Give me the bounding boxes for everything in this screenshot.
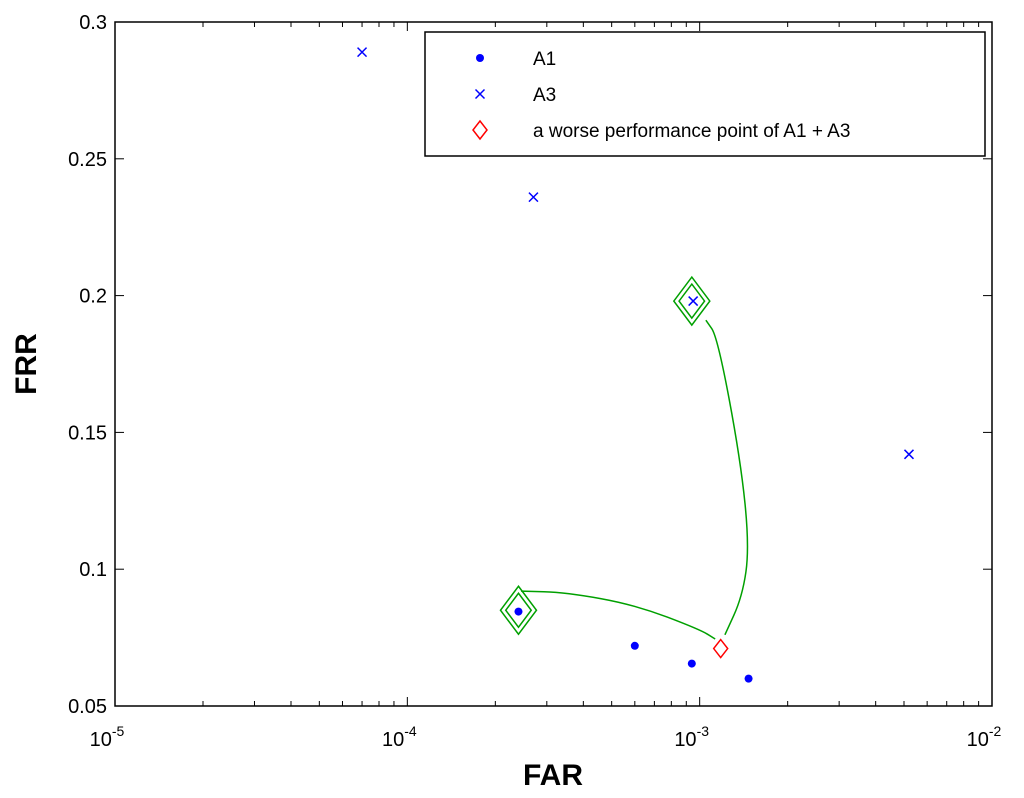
axis-ticks	[114, 21, 993, 707]
x-tick-exponent: -5	[112, 723, 125, 739]
x-tick-base: 10	[90, 729, 112, 751]
legend-box	[424, 31, 986, 157]
x-tick-labels: 10-5 10-4 10-3 10-2	[90, 723, 1002, 751]
legend-label-1: A1	[533, 49, 556, 70]
data-point-series-3	[712, 638, 729, 659]
data-point-series-2	[357, 47, 368, 58]
legend-label-2: A3	[533, 85, 556, 106]
y-tick-label: 0.05	[68, 696, 107, 718]
data-point-series-2	[688, 296, 699, 307]
y-tick-label: 0.25	[68, 149, 107, 171]
y-axis-title: FRR	[10, 333, 43, 395]
y-tick-label: 0.15	[68, 422, 107, 444]
legend-items: A1 A3 a worse performance point of A1 + A3	[472, 49, 850, 142]
highlight-diamond-outer	[672, 275, 711, 327]
y-tick-labels: 0.05 0.1 0.15 0.2 0.25 0.3	[68, 12, 107, 718]
y-tick-label: 0.2	[79, 286, 107, 308]
annotation-curve	[521, 590, 716, 640]
legend-marker-3	[472, 119, 488, 141]
y-tick-label: 0.1	[79, 559, 107, 581]
data-point-series-1	[744, 674, 753, 683]
data-point-series-2	[528, 192, 539, 203]
x-tick-base: 10	[967, 729, 989, 751]
x-tick-label: 10-2	[967, 723, 1002, 751]
x-tick-exponent: -3	[697, 723, 710, 739]
y-tick-label: 0.3	[79, 12, 107, 34]
x-tick-exponent: -4	[404, 723, 417, 739]
data-point-series-2	[903, 449, 915, 460]
legend-marker-2	[474, 88, 486, 100]
legend: A1 A3 a worse performance point of A1 + A3	[424, 31, 986, 157]
data-point-series-1	[514, 607, 523, 616]
x-tick-label: 10-5	[90, 723, 125, 751]
highlight-diamond-outer	[499, 584, 538, 636]
x-tick-base: 10	[382, 729, 404, 751]
annotations	[499, 275, 749, 640]
x-tick-base: 10	[674, 729, 696, 751]
annotation-curve	[705, 319, 749, 636]
highlight-diamond-inner	[678, 282, 706, 320]
x-tick-label: 10-3	[674, 723, 709, 751]
x-axis-title: FAR	[523, 759, 583, 792]
data-point-series-1	[687, 659, 696, 668]
x-tick-exponent: -2	[989, 723, 1002, 739]
legend-marker-1	[476, 54, 484, 62]
data-point-series-1	[630, 641, 639, 650]
data-points	[357, 47, 915, 683]
legend-label-3: a worse performance point of A1 + A3	[533, 121, 850, 142]
x-tick-label: 10-4	[382, 723, 417, 751]
highlight-diamond-inner	[504, 591, 533, 629]
